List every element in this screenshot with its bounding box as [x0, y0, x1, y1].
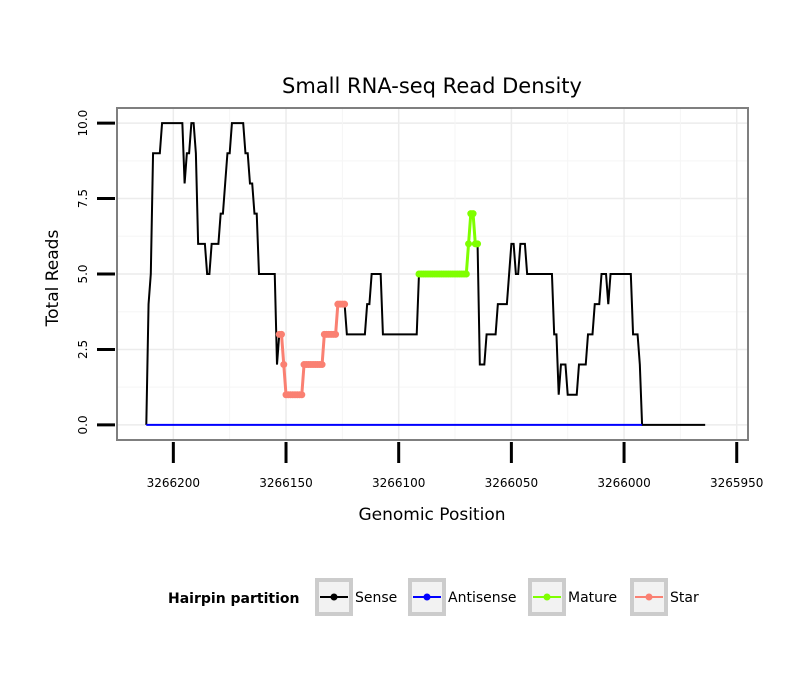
y-axis-title: Total Reads [43, 230, 63, 328]
x-tick-label: 3266150 [259, 476, 312, 490]
point-star [298, 391, 306, 399]
point-star [332, 330, 340, 338]
y-axis: 0.0 2.5 5.0 7.5 10.0 [76, 110, 115, 434]
y-tick-label: 10.0 [76, 110, 90, 137]
point-mature [465, 240, 473, 248]
point-star [280, 361, 288, 369]
x-tick-label: 3266050 [485, 476, 538, 490]
series-line-sense [145, 122, 706, 426]
legend-label-sense: Sense [355, 590, 397, 606]
x-tick-label: 3266200 [147, 476, 200, 490]
y-tick-label: 2.5 [76, 340, 90, 359]
x-axis-title: Genomic Position [358, 505, 505, 525]
chart-title: Small RNA-seq Read Density [282, 74, 582, 98]
point-star [278, 330, 286, 338]
point-mature [474, 240, 482, 248]
legend-title: Hairpin partition [168, 591, 299, 607]
legend-label-star: Star [670, 590, 699, 606]
legend-dot-mature [543, 593, 551, 601]
legend-dot-star [645, 593, 653, 601]
x-tick-label: 3266100 [372, 476, 425, 490]
y-tick-label: 5.0 [76, 264, 90, 283]
point-star [341, 300, 349, 308]
x-tick-label: 3266000 [597, 476, 650, 490]
y-tick-label: 0.0 [76, 415, 90, 434]
y-tick-label: 7.5 [76, 189, 90, 208]
legend-label-antisense: Antisense [448, 590, 517, 606]
point-mature [462, 270, 470, 278]
legend-label-mature: Mature [568, 590, 617, 606]
plot-area [145, 122, 706, 426]
legend-dot-sense [330, 593, 338, 601]
point-star [318, 361, 326, 369]
point-mature [469, 210, 477, 218]
x-tick-label: 3265950 [710, 476, 763, 490]
x-axis: 3266200 3266150 3266100 3266050 3266000 32659… [147, 442, 763, 490]
panel-border [116, 107, 749, 441]
legend-dot-antisense [423, 593, 431, 601]
legend: Hairpin partition Sense Antisense Mature St… [168, 578, 699, 616]
